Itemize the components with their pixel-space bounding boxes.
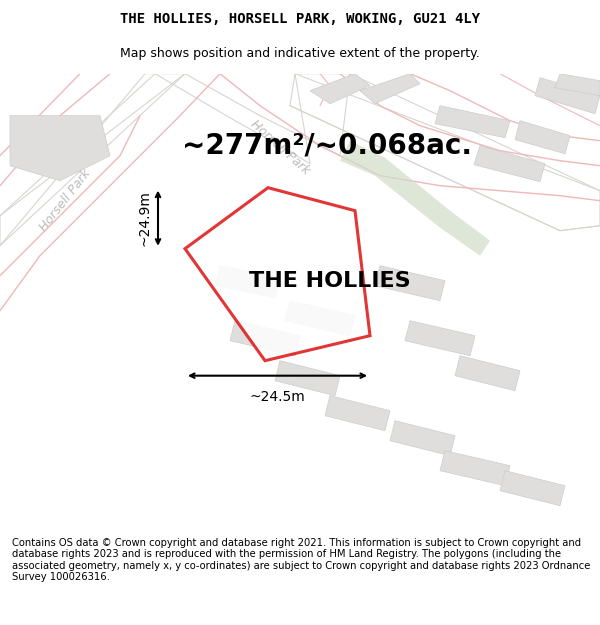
Text: Horsell Park: Horsell Park <box>37 167 93 234</box>
Polygon shape <box>310 74 370 104</box>
Text: Contains OS data © Crown copyright and database right 2021. This information is : Contains OS data © Crown copyright and d… <box>12 538 590 582</box>
Polygon shape <box>500 471 565 506</box>
Polygon shape <box>0 74 185 246</box>
Text: Map shows position and indicative extent of the property.: Map shows position and indicative extent… <box>120 48 480 61</box>
Polygon shape <box>340 141 490 256</box>
Polygon shape <box>515 121 570 154</box>
Text: ~24.9m: ~24.9m <box>138 190 152 246</box>
Polygon shape <box>325 396 390 431</box>
Polygon shape <box>435 106 510 138</box>
Polygon shape <box>555 74 600 96</box>
Polygon shape <box>405 321 475 356</box>
Polygon shape <box>10 116 110 181</box>
Text: THE HOLLIES, HORSELL PARK, WOKING, GU21 4LY: THE HOLLIES, HORSELL PARK, WOKING, GU21 … <box>120 12 480 26</box>
Polygon shape <box>390 421 455 456</box>
Text: Horsell Park: Horsell Park <box>248 118 312 178</box>
Polygon shape <box>455 356 520 391</box>
Polygon shape <box>474 146 545 182</box>
Polygon shape <box>440 451 510 486</box>
Polygon shape <box>360 74 420 104</box>
Text: ~24.5m: ~24.5m <box>250 390 305 404</box>
Polygon shape <box>285 301 355 336</box>
Polygon shape <box>185 188 370 361</box>
Text: ~277m²/~0.068ac.: ~277m²/~0.068ac. <box>182 132 472 159</box>
Polygon shape <box>275 361 340 396</box>
Polygon shape <box>230 321 300 356</box>
Polygon shape <box>375 266 445 301</box>
Polygon shape <box>215 266 280 298</box>
Polygon shape <box>290 74 600 231</box>
Text: THE HOLLIES: THE HOLLIES <box>249 271 411 291</box>
Polygon shape <box>535 78 600 114</box>
